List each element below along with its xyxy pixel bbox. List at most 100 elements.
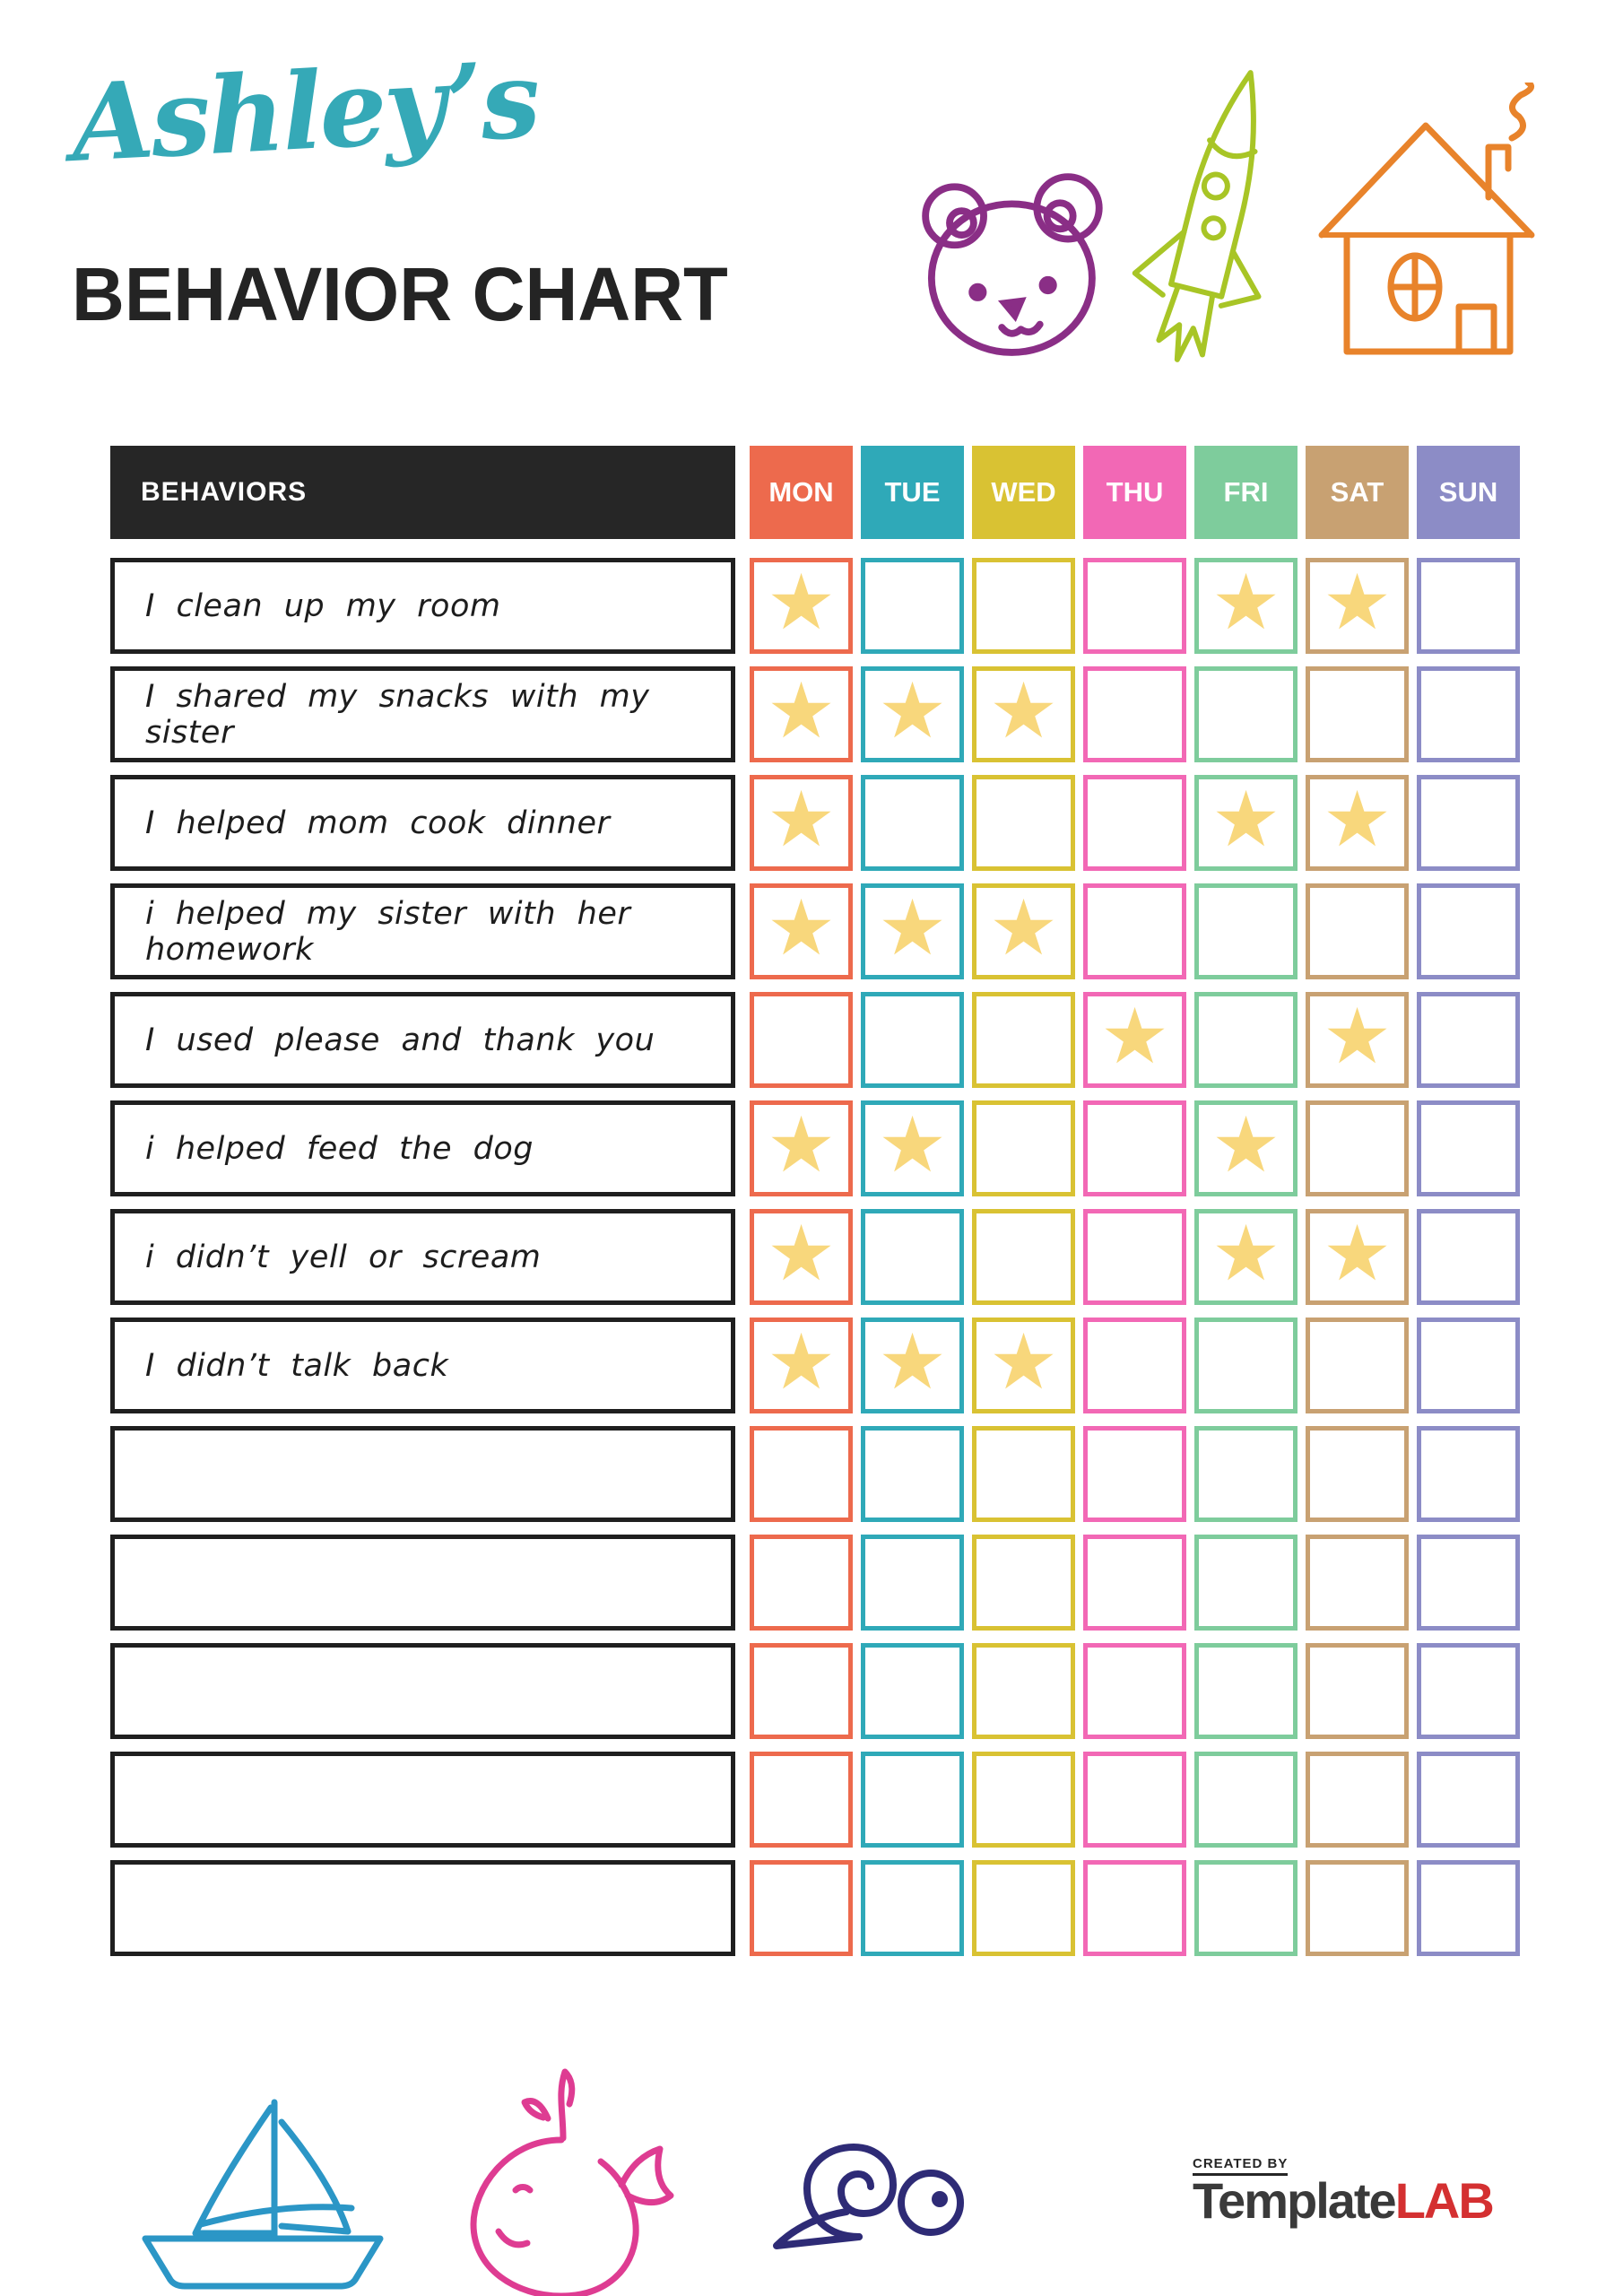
star-cell-wed[interactable] <box>972 1209 1075 1305</box>
star-cell-sat[interactable] <box>1306 1535 1409 1631</box>
behavior-row-label: i helped my sister with her homework <box>110 883 735 979</box>
star-cell-thu[interactable] <box>1083 775 1186 871</box>
star-cell-sat[interactable] <box>1306 1100 1409 1196</box>
star-cell-thu[interactable]: ★ <box>1083 992 1186 1088</box>
star-cell-mon[interactable]: ★ <box>750 883 853 979</box>
star-cell-fri[interactable] <box>1194 992 1298 1088</box>
star-cell-mon[interactable] <box>750 1426 853 1522</box>
star-cell-tue[interactable] <box>861 1643 964 1739</box>
star-cell-mon[interactable] <box>750 992 853 1088</box>
star-cell-fri[interactable] <box>1194 1426 1298 1522</box>
star-icon: ★ <box>988 665 1059 756</box>
star-cell-wed[interactable]: ★ <box>972 666 1075 762</box>
star-cell-wed[interactable] <box>972 1426 1075 1522</box>
star-cell-fri[interactable] <box>1194 1860 1298 1956</box>
star-cell-sun[interactable] <box>1417 1860 1520 1956</box>
star-cell-sun[interactable] <box>1417 992 1520 1088</box>
star-cell-tue[interactable]: ★ <box>861 883 964 979</box>
star-cell-mon[interactable]: ★ <box>750 558 853 654</box>
star-cell-wed[interactable]: ★ <box>972 1318 1075 1413</box>
star-cell-thu[interactable] <box>1083 1643 1186 1739</box>
star-cell-sat[interactable]: ★ <box>1306 992 1409 1088</box>
star-cell-wed[interactable] <box>972 1752 1075 1848</box>
star-cell-fri[interactable] <box>1194 666 1298 762</box>
star-cell-thu[interactable] <box>1083 1860 1186 1956</box>
star-cell-sun[interactable] <box>1417 1535 1520 1631</box>
star-cell-sun[interactable] <box>1417 1643 1520 1739</box>
star-cell-fri[interactable] <box>1194 1752 1298 1848</box>
star-cell-sun[interactable] <box>1417 558 1520 654</box>
behavior-row-label <box>110 1426 735 1522</box>
star-cell-tue[interactable] <box>861 1860 964 1956</box>
star-cell-thu[interactable] <box>1083 883 1186 979</box>
star-cell-wed[interactable] <box>972 1535 1075 1631</box>
star-cell-mon[interactable] <box>750 1860 853 1956</box>
star-cell-wed[interactable] <box>972 1100 1075 1196</box>
star-cell-sat[interactable]: ★ <box>1306 1209 1409 1305</box>
star-cell-wed[interactable] <box>972 775 1075 871</box>
star-cell-mon[interactable]: ★ <box>750 1100 853 1196</box>
star-cell-sun[interactable] <box>1417 1209 1520 1305</box>
star-cell-wed[interactable] <box>972 1643 1075 1739</box>
star-cell-fri[interactable] <box>1194 1535 1298 1631</box>
star-cell-sun[interactable] <box>1417 666 1520 762</box>
star-cell-tue[interactable] <box>861 1426 964 1522</box>
star-cell-wed[interactable] <box>972 558 1075 654</box>
star-cell-sun[interactable] <box>1417 775 1520 871</box>
star-cell-sun[interactable] <box>1417 1426 1520 1522</box>
star-cell-sat[interactable] <box>1306 1860 1409 1956</box>
star-cell-wed[interactable] <box>972 1860 1075 1956</box>
star-cell-fri[interactable]: ★ <box>1194 1100 1298 1196</box>
star-cell-tue[interactable] <box>861 1535 964 1631</box>
star-cell-tue[interactable] <box>861 775 964 871</box>
star-cell-mon[interactable]: ★ <box>750 1318 853 1413</box>
star-cell-fri[interactable]: ★ <box>1194 1209 1298 1305</box>
star-cell-fri[interactable]: ★ <box>1194 775 1298 871</box>
star-cell-sat[interactable] <box>1306 1426 1409 1522</box>
star-cell-sat[interactable] <box>1306 666 1409 762</box>
star-cell-wed[interactable]: ★ <box>972 883 1075 979</box>
star-cell-wed[interactable] <box>972 992 1075 1088</box>
star-cell-sun[interactable] <box>1417 1318 1520 1413</box>
star-cell-sat[interactable] <box>1306 1752 1409 1848</box>
star-cell-sat[interactable]: ★ <box>1306 775 1409 871</box>
star-cell-thu[interactable] <box>1083 1209 1186 1305</box>
star-cell-tue[interactable] <box>861 1752 964 1848</box>
star-cell-fri[interactable] <box>1194 883 1298 979</box>
star-cell-thu[interactable] <box>1083 1318 1186 1413</box>
star-cell-tue[interactable]: ★ <box>861 1100 964 1196</box>
star-cell-mon[interactable] <box>750 1643 853 1739</box>
star-cell-tue[interactable] <box>861 558 964 654</box>
star-cell-tue[interactable]: ★ <box>861 666 964 762</box>
star-icon: ★ <box>877 665 948 756</box>
star-cell-sun[interactable] <box>1417 883 1520 979</box>
star-cell-thu[interactable] <box>1083 1752 1186 1848</box>
star-cell-sat[interactable]: ★ <box>1306 558 1409 654</box>
star-cell-tue[interactable] <box>861 1209 964 1305</box>
star-cell-tue[interactable] <box>861 992 964 1088</box>
star-icon: ★ <box>766 1317 837 1407</box>
star-cell-fri[interactable] <box>1194 1643 1298 1739</box>
snail-icon <box>773 2144 964 2249</box>
star-cell-sat[interactable] <box>1306 1643 1409 1739</box>
star-cell-sat[interactable] <box>1306 1318 1409 1413</box>
star-cell-mon[interactable]: ★ <box>750 1209 853 1305</box>
star-cell-mon[interactable] <box>750 1535 853 1631</box>
star-cell-fri[interactable] <box>1194 1318 1298 1413</box>
behavior-row <box>110 1426 1520 1522</box>
star-cell-sun[interactable] <box>1417 1752 1520 1848</box>
star-cell-mon[interactable]: ★ <box>750 666 853 762</box>
star-cell-thu[interactable] <box>1083 558 1186 654</box>
star-cell-mon[interactable]: ★ <box>750 775 853 871</box>
behaviors-column-header: BEHAVIORS <box>110 446 735 539</box>
star-cell-sat[interactable] <box>1306 883 1409 979</box>
star-cell-thu[interactable] <box>1083 1535 1186 1631</box>
star-cell-thu[interactable] <box>1083 1426 1186 1522</box>
star-cell-sun[interactable] <box>1417 1100 1520 1196</box>
star-cell-mon[interactable] <box>750 1752 853 1848</box>
star-cell-thu[interactable] <box>1083 666 1186 762</box>
star-cell-fri[interactable]: ★ <box>1194 558 1298 654</box>
star-cell-thu[interactable] <box>1083 1100 1186 1196</box>
star-cell-tue[interactable]: ★ <box>861 1318 964 1413</box>
behavior-row <box>110 1643 1520 1739</box>
